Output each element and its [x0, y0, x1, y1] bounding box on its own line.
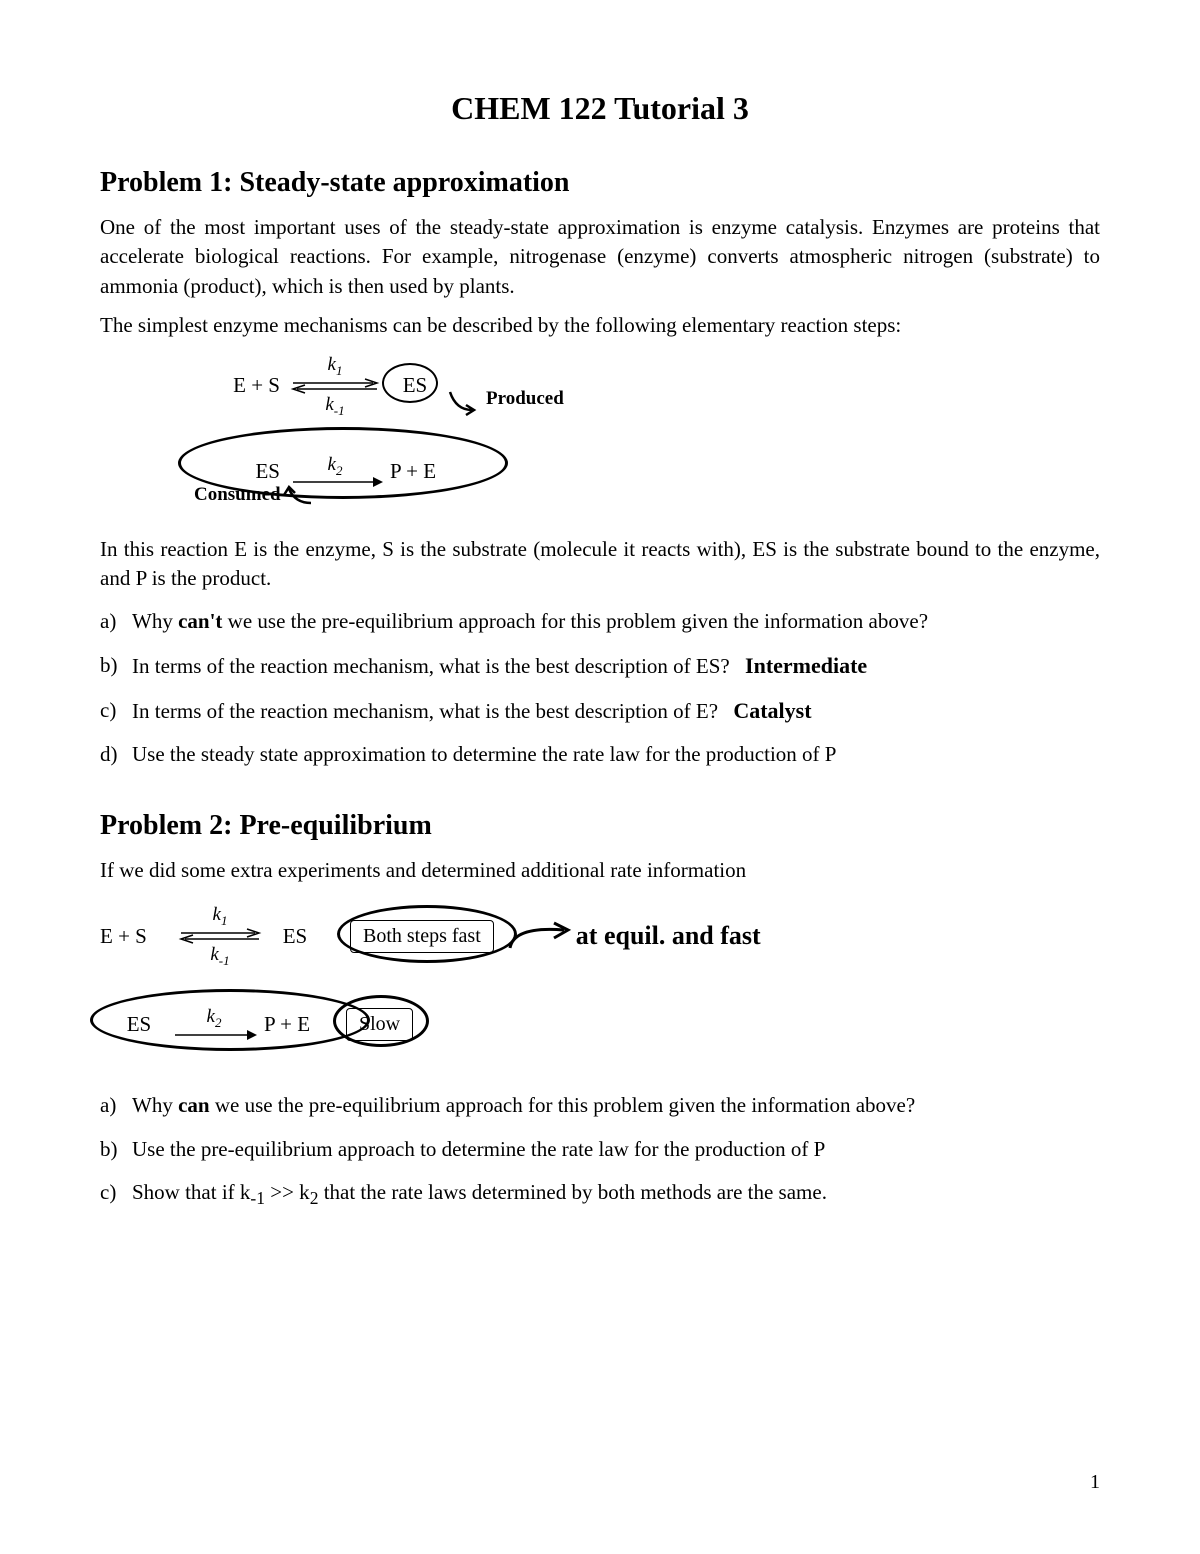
- slow-label: Slow: [346, 1008, 413, 1041]
- p2-rxn2-right: P + E: [264, 1012, 334, 1037]
- p2-rxn1: E + S k1 k-1 ES Both steps fast: [100, 899, 1100, 973]
- page-number: 1: [1090, 1471, 1100, 1494]
- p2-rxn2-left: ES: [114, 1012, 164, 1037]
- forward-arrow-icon: k2: [164, 1007, 264, 1041]
- p1-para3: In this reaction E is the enzyme, S is t…: [100, 535, 1100, 594]
- hand-consumed: Consumed: [194, 483, 317, 507]
- p1-qa: a) Why can't we use the pre-equilibrium …: [100, 607, 1100, 636]
- hand-intermediate: Intermediate: [745, 653, 867, 678]
- both-fast-label: Both steps fast: [350, 920, 494, 953]
- p2-qc: c) Show that if k-1 >> k2 that the rate …: [100, 1178, 1100, 1211]
- k2-label: k2: [328, 455, 343, 477]
- p1-rxn1: E + S k1 k-1 ES: [200, 355, 1100, 417]
- page: CHEM 122 Tutorial 3 Problem 1: Steady-st…: [0, 0, 1200, 1554]
- p1-questions: a) Why can't we use the pre-equilibrium …: [100, 607, 1100, 769]
- p1-qd: d) Use the steady state approximation to…: [100, 740, 1100, 769]
- p2-rxn1-left: E + S: [100, 924, 170, 949]
- p1-para2: The simplest enzyme mechanisms can be de…: [100, 311, 1100, 340]
- p1-rxn2: ES k2 P + E Consumed: [200, 441, 1100, 503]
- p1-para1: One of the most important uses of the st…: [100, 213, 1100, 301]
- p2-qb: b) Use the pre-equilibrium approach to d…: [100, 1135, 1100, 1164]
- p2-questions: a) Why can we use the pre-equilibrium ap…: [100, 1091, 1100, 1210]
- k1-label: k1: [328, 355, 343, 377]
- km1-label: k-1: [325, 395, 344, 417]
- p1-heading: Problem 1: Steady-state approximation: [100, 167, 1100, 199]
- equilibrium-arrow-icon: k1 k-1: [280, 355, 390, 417]
- p2-heading: Problem 2: Pre-equilibrium: [100, 810, 1100, 842]
- p2-reactions: E + S k1 k-1 ES Both steps fast: [100, 899, 1100, 1061]
- equilibrium-arrow-icon: k1 k-1: [170, 905, 270, 967]
- p1-qc: c) In terms of the reaction mechanism, w…: [100, 696, 1100, 727]
- p2-rxn1-right: ES: [270, 924, 320, 949]
- rxn1-left: E + S: [200, 373, 280, 398]
- p2-para1: If we did some extra experiments and det…: [100, 856, 1100, 885]
- hand-equil: at equil. and fast: [506, 918, 761, 954]
- rxn2-left: ES: [200, 459, 280, 484]
- hand-produced: Produced: [446, 388, 564, 416]
- rxn1-right: ES: [390, 373, 440, 398]
- p1-reactions: E + S k1 k-1 ES: [200, 355, 1100, 503]
- doc-title: CHEM 122 Tutorial 3: [100, 90, 1100, 127]
- p1-qb: b) In terms of the reaction mechanism, w…: [100, 651, 1100, 682]
- p2-rxn2: ES k2 P + E Slow: [100, 987, 1100, 1061]
- rxn2-right: P + E: [390, 459, 436, 484]
- hand-catalyst: Catalyst: [733, 698, 811, 723]
- p2-qa: a) Why can we use the pre-equilibrium ap…: [100, 1091, 1100, 1120]
